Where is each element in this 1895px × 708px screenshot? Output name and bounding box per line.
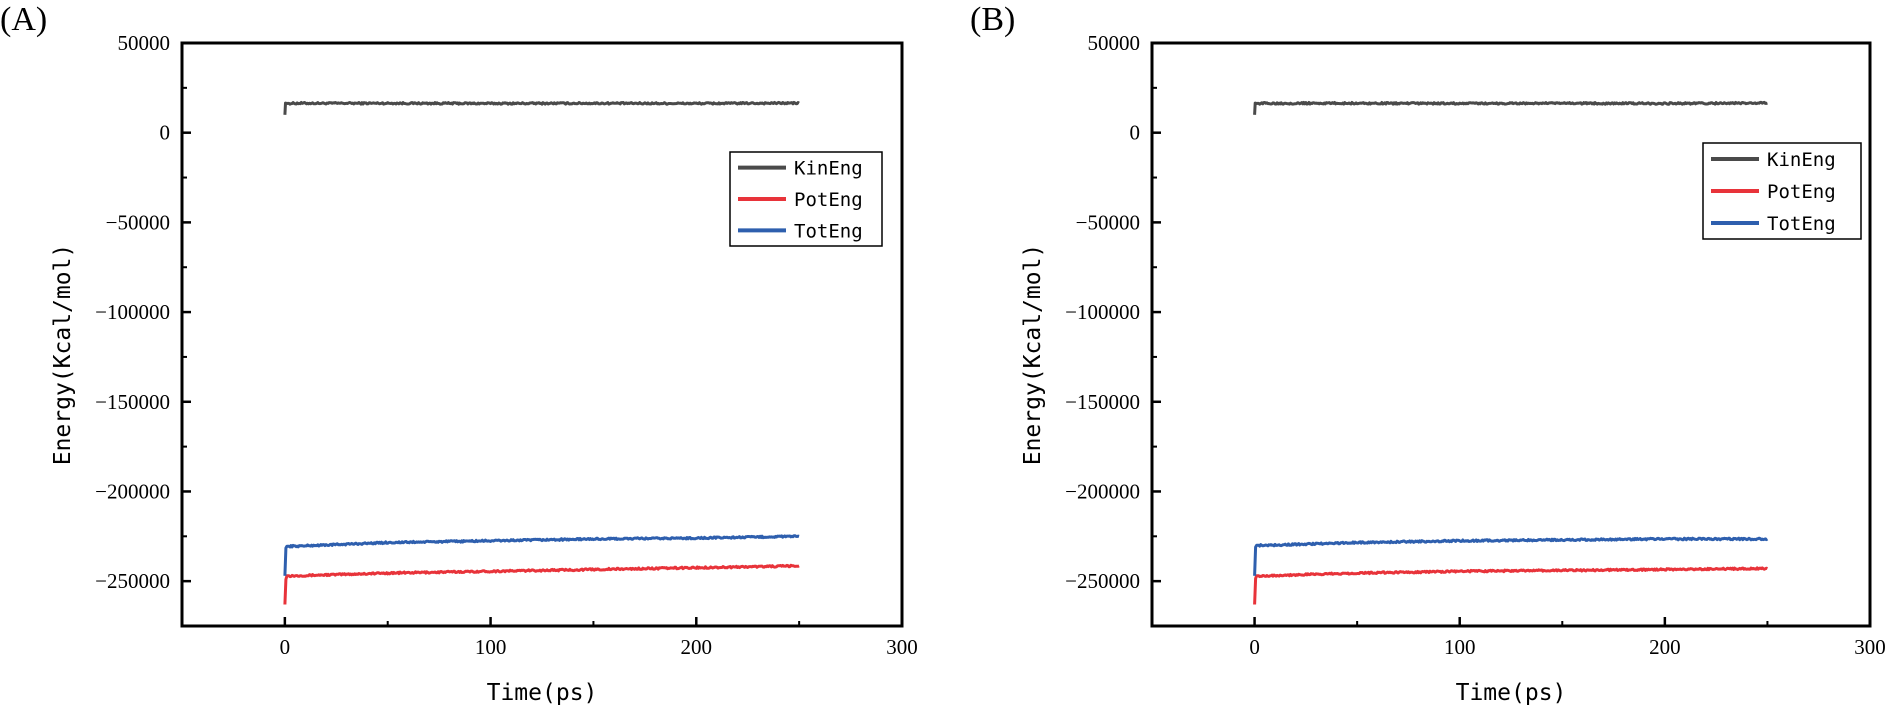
- legend-b: KinEng PotEng TotEng: [1702, 142, 1862, 240]
- x-tick-label: 300: [886, 635, 918, 659]
- chart-panel-a: (A) 50000 0 −50000 −100000 −150000 −200000 −25…: [0, 1, 918, 706]
- chart-panel-b: (B) 50000 0 −50000 −100000 −150000 −200000 −25…: [970, 1, 1886, 706]
- y-tick-label: −250000: [1065, 569, 1140, 593]
- series-line-toteng: [283, 534, 800, 576]
- y-tick-label: −50000: [1076, 210, 1140, 234]
- plot-frame-b: [1150, 41, 1872, 628]
- y-tick-label: 0: [160, 121, 171, 145]
- legend-label-toteng: TotEng: [1767, 213, 1836, 235]
- y-axis-title-a: Energy(Kcal/mol): [50, 244, 76, 466]
- y-tick-label: −250000: [95, 569, 170, 593]
- x-axis-title-a: Time(ps): [487, 680, 598, 706]
- legend-label-kineng: KinEng: [1767, 149, 1836, 171]
- y-tick-label: 50000: [1088, 31, 1141, 55]
- x-tick-label: 200: [681, 635, 713, 659]
- x-tick-label: 0: [280, 635, 291, 659]
- x-tick-label: 300: [1854, 635, 1886, 659]
- x-tick-label: 0: [1249, 635, 1260, 659]
- legend-a: KinEng PotEng TotEng: [729, 151, 883, 247]
- x-tick-label: 100: [1444, 635, 1476, 659]
- series-line-toteng: [1253, 536, 1769, 576]
- plot-frame-a: [180, 41, 904, 628]
- series-line-poteng: [1253, 566, 1768, 605]
- panel-label-b: (B): [970, 1, 1015, 38]
- y-tick-labels-b: 50000 0 −50000 −100000 −150000 −200000 −250000: [1065, 31, 1140, 593]
- x-tick-label: 100: [475, 635, 507, 659]
- panel-label-a: (A): [0, 1, 47, 38]
- x-tick-labels-b: 0 100 200 300: [1249, 635, 1885, 659]
- series-group-a: [283, 100, 800, 605]
- y-tick-label: −200000: [95, 479, 170, 503]
- series-group-b: [1253, 100, 1769, 605]
- y-tick-label: −150000: [95, 390, 170, 414]
- series-line-poteng: [283, 563, 800, 605]
- y-tick-label: −100000: [1065, 300, 1140, 324]
- legend-label-kineng: KinEng: [794, 158, 863, 180]
- x-tick-labels-a: 0 100 200 300: [280, 635, 918, 659]
- y-tick-label: 0: [1130, 121, 1141, 145]
- y-tick-label: −100000: [95, 300, 170, 324]
- y-axis-title-b: Energy(Kcal/mol): [1020, 244, 1046, 466]
- x-tick-label: 200: [1649, 635, 1681, 659]
- y-tick-label: −200000: [1065, 479, 1140, 503]
- series-line-kineng: [1253, 100, 1768, 115]
- y-tick-label: 50000: [118, 31, 171, 55]
- y-tick-labels-a: 50000 0 −50000 −100000 −150000 −200000 −250000: [95, 31, 170, 593]
- y-tick-label: −150000: [1065, 390, 1140, 414]
- legend-label-toteng: TotEng: [794, 220, 863, 242]
- y-tick-label: −50000: [106, 210, 170, 234]
- series-line-kineng: [283, 100, 800, 115]
- legend-label-poteng: PotEng: [794, 189, 863, 211]
- x-axis-title-b: Time(ps): [1456, 680, 1567, 706]
- legend-label-poteng: PotEng: [1767, 181, 1836, 203]
